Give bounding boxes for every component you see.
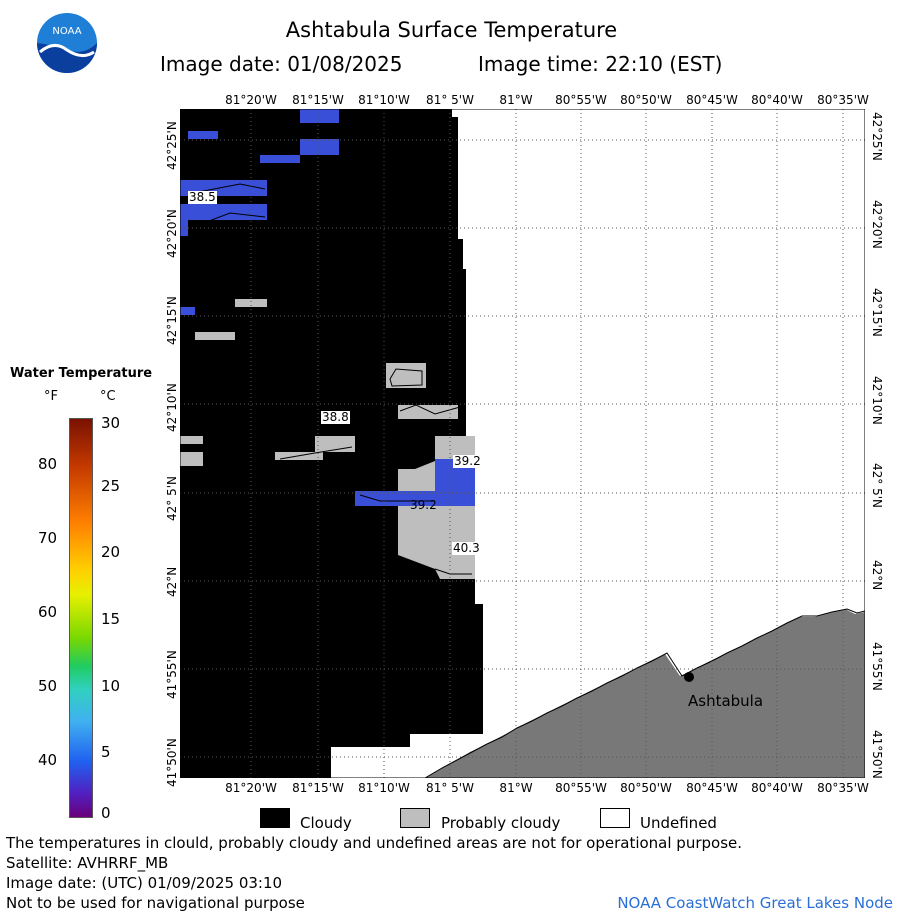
- lon-label: 80°50'W: [620, 93, 672, 107]
- satellite-text: Satellite: AVHRRF_MB: [6, 854, 169, 872]
- noaa-logo: NOAA: [37, 13, 97, 73]
- disclaimer-text: The temperatures in clould, probably clo…: [6, 834, 743, 852]
- probably-cloudy-patch: [180, 452, 203, 466]
- lat-label: 42° 5'N: [165, 476, 179, 521]
- contour-line: [399, 402, 465, 415]
- probably-cloudy-swatch: [400, 808, 430, 828]
- lat-label: 42°15'N: [165, 296, 179, 345]
- lat-label: 42°N: [870, 560, 884, 591]
- contour-line: [187, 183, 266, 230]
- probably-cloudy-patch: [235, 299, 267, 307]
- undefined-legend-label: Undefined: [640, 814, 717, 832]
- lon-label: 80°35'W: [817, 93, 869, 107]
- lat-label: 41°55'N: [165, 650, 179, 699]
- lon-label: 81°15'W: [292, 781, 344, 795]
- lon-label: 80°40'W: [751, 93, 803, 107]
- image-time: Image time: 22:10 (EST): [478, 52, 723, 76]
- city-marker: [684, 672, 694, 682]
- lon-label: 81°10'W: [358, 93, 410, 107]
- navigation-warning: Not to be used for navigational purpose: [6, 894, 305, 912]
- page-title: Ashtabula Surface Temperature: [285, 18, 618, 42]
- water-temp-patch: [300, 109, 339, 123]
- water-temp-patch: [300, 139, 339, 155]
- lat-label: 41°50'N: [870, 730, 884, 779]
- city-label: Ashtabula: [688, 692, 764, 710]
- lon-label: 80°55'W: [555, 93, 607, 107]
- legend-tick-c: 25: [101, 477, 121, 495]
- lon-label: 81°15'W: [292, 93, 344, 107]
- credit-text: NOAA CoastWatch Great Lakes Node: [617, 894, 893, 912]
- legend-unit-c: °C: [100, 389, 116, 404]
- lon-label: 80°40'W: [751, 781, 803, 795]
- lat-label: 42°N: [165, 566, 179, 597]
- legend-tick-c: 30: [101, 414, 121, 432]
- legend-tick-c: 20: [101, 543, 121, 561]
- temperature-label: 38.8: [321, 410, 350, 424]
- lat-label: 41°55'N: [870, 642, 884, 691]
- legend-tick-c: 5: [101, 743, 111, 761]
- color-scale-bar: [69, 418, 93, 818]
- lat-label: 42°25'N: [870, 112, 884, 161]
- image-date: Image date: 01/08/2025: [160, 52, 403, 76]
- legend-tick-f: 70: [38, 529, 58, 547]
- temperature-label: 40.3: [452, 541, 481, 555]
- coastline: [424, 608, 865, 778]
- lat-label: 42° 5'N: [870, 463, 884, 508]
- legend-tick-c: 0: [101, 804, 111, 822]
- lon-label: 80°45'W: [686, 93, 738, 107]
- probably-cloudy-patch: [180, 436, 203, 444]
- temperature-label: 39.2: [410, 498, 437, 512]
- lon-label: 81°W: [499, 93, 533, 107]
- lat-label: 41°50'N: [165, 738, 179, 787]
- water-temp-patch: [188, 131, 218, 139]
- lon-label: 81° 5'W: [426, 93, 474, 107]
- contour-line: [389, 368, 423, 387]
- lat-label: 42°10'N: [165, 383, 179, 432]
- legend-unit-f: °F: [44, 389, 58, 404]
- legend-tick-f: 40: [38, 751, 58, 769]
- land-area: [425, 609, 865, 778]
- probably-cloudy-patch: [398, 405, 458, 419]
- water-temp-patch: [180, 204, 267, 220]
- legend-tick-c: 10: [101, 677, 121, 695]
- probably-cloudy-patch: [195, 332, 235, 340]
- temperature-map: [180, 109, 865, 778]
- lon-label: 81°20'W: [225, 781, 277, 795]
- lon-label: 80°55'W: [555, 781, 607, 795]
- utc-date-text: Image date: (UTC) 01/09/2025 03:10: [6, 874, 283, 892]
- legend-title: Water Temperature: [10, 366, 153, 381]
- contour-line: [279, 446, 353, 460]
- logo-text: NOAA: [52, 26, 81, 37]
- water-temp-patch: [260, 155, 300, 163]
- lon-label: 80°45'W: [686, 781, 738, 795]
- cloudy-legend-label: Cloudy: [300, 814, 352, 832]
- legend-tick-f: 60: [38, 603, 58, 621]
- lat-label: 42°15'N: [870, 288, 884, 337]
- legend-tick-c: 15: [101, 610, 121, 628]
- lat-label: 42°10'N: [870, 376, 884, 425]
- legend-tick-f: 50: [38, 677, 58, 695]
- contour-line: [359, 494, 435, 502]
- lon-label: 81°10'W: [358, 781, 410, 795]
- lon-label: 81°20'W: [225, 93, 277, 107]
- lat-label: 42°20'N: [165, 209, 179, 258]
- lon-label: 80°50'W: [620, 781, 672, 795]
- water-temp-patch: [180, 307, 195, 315]
- probably-cloudy-legend-label: Probably cloudy: [441, 814, 561, 832]
- lon-label: 81°W: [499, 781, 533, 795]
- undefined-swatch: [600, 808, 630, 828]
- lat-label: 42°20'N: [870, 200, 884, 249]
- lon-label: 81° 5'W: [426, 781, 474, 795]
- legend-tick-f: 80: [38, 455, 58, 473]
- temperature-label: 38.5: [188, 190, 217, 204]
- lat-label: 42°25'N: [165, 121, 179, 170]
- lon-label: 80°35'W: [817, 781, 869, 795]
- temperature-label: 39.2: [453, 454, 482, 468]
- cloudy-swatch: [260, 808, 290, 828]
